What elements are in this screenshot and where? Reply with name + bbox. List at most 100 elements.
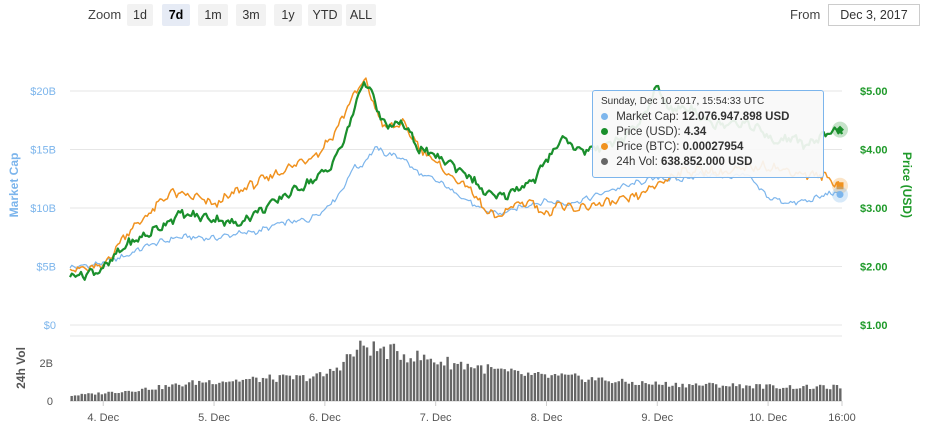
volume-bar xyxy=(674,382,678,401)
time-tick-label: 4. Dec xyxy=(87,412,119,424)
volume-bar xyxy=(577,375,580,401)
price-axis: $1.00 $2.00 $3.00 $4.00 $5.00 xyxy=(860,86,888,332)
price-btc-marker xyxy=(836,182,844,190)
volume-bar xyxy=(473,368,476,401)
volume-bar xyxy=(667,386,671,401)
tooltip-row-price-btc: Price (BTC): 0.00027954 xyxy=(601,140,815,155)
volume-bar xyxy=(322,376,325,401)
volume-bar xyxy=(708,382,711,401)
market-cap-dot-icon xyxy=(601,113,608,120)
volume-bar xyxy=(402,354,406,401)
volume-bar xyxy=(110,391,114,401)
volume-bar xyxy=(500,368,503,401)
volume-bar xyxy=(278,375,281,401)
tooltip-label: 24h Vol: xyxy=(616,156,658,168)
volume-bar xyxy=(302,375,305,401)
volume-bar xyxy=(808,389,812,401)
volume-bar xyxy=(735,386,738,401)
volume-bar xyxy=(171,384,174,401)
volume-bar xyxy=(503,369,506,401)
volume-bar xyxy=(782,387,785,401)
tooltip-row-market-cap: Market Cap: 12.076.947.898 USD xyxy=(601,110,815,125)
volume-bar xyxy=(308,378,312,401)
volume-bar xyxy=(271,379,275,401)
time-tick-label: 9. Dec xyxy=(641,412,673,424)
volume-bar xyxy=(335,367,339,401)
volume-bar xyxy=(570,374,573,401)
volume-bar xyxy=(107,391,110,401)
from-date-input[interactable]: Dec 3, 2017 xyxy=(828,4,920,26)
zoom-1d-button[interactable]: 1d xyxy=(127,4,153,26)
volume-bar xyxy=(718,387,721,401)
volume-bars xyxy=(70,340,842,401)
volume-bar xyxy=(563,374,567,401)
tooltip-date: Sunday, Dec 10 2017, 15:54:33 UTC xyxy=(601,96,765,107)
volume-bar xyxy=(523,375,527,401)
volume-bar xyxy=(694,383,698,401)
volume-bar xyxy=(245,379,248,401)
zoom-1y-button[interactable]: 1y xyxy=(274,4,302,26)
volume-bar xyxy=(372,341,375,401)
market-cap-tick-label: $20B xyxy=(30,86,56,98)
volume-bar xyxy=(516,370,520,401)
volume-bar xyxy=(661,384,664,401)
volume-bar xyxy=(573,373,577,401)
volume-bar xyxy=(211,384,214,401)
volume-bar xyxy=(456,363,459,401)
volume-bar xyxy=(238,381,241,401)
volume-bar xyxy=(533,372,537,401)
volume-bar xyxy=(802,386,805,401)
volume-bar xyxy=(775,388,778,401)
volume-bar xyxy=(701,385,704,401)
volume-bar xyxy=(419,360,422,401)
volume-bar xyxy=(184,384,187,401)
volume-bar xyxy=(385,359,389,401)
volume-bar xyxy=(436,364,439,401)
price-tick-label: $2.00 xyxy=(860,262,888,274)
volume-bar xyxy=(614,382,617,401)
market-cap-axis: $0 $5B $10B $15B $20B xyxy=(30,86,56,332)
volume-bar xyxy=(765,384,768,401)
volume-bar xyxy=(70,395,73,401)
volume-bar xyxy=(130,391,134,401)
zoom-all-button[interactable]: ALL xyxy=(346,4,376,26)
volume-bar xyxy=(805,384,808,401)
zoom-ytd-button[interactable]: YTD xyxy=(308,4,342,26)
volume-bar xyxy=(275,381,278,401)
volume-bar xyxy=(634,384,637,401)
zoom-3m-button[interactable]: 3m xyxy=(236,4,266,26)
volume-bar xyxy=(822,385,825,401)
volume-bar xyxy=(345,354,349,401)
volume-bar xyxy=(771,385,775,401)
volume-bar xyxy=(312,376,315,401)
zoom-7d-button[interactable]: 7d xyxy=(162,4,190,26)
volume-bar xyxy=(812,388,815,401)
volume-bar xyxy=(167,386,171,401)
volume-bar xyxy=(342,361,345,401)
volume-bar xyxy=(369,355,372,401)
volume-bar xyxy=(258,382,261,401)
volume-bar xyxy=(117,393,120,401)
volume-bar xyxy=(711,383,714,401)
volume-bar xyxy=(597,377,600,401)
volume-bar xyxy=(426,359,429,401)
volume-bar xyxy=(181,386,184,401)
volume-bar xyxy=(251,376,255,401)
volume-bar xyxy=(530,374,533,401)
time-tick-label: 5. Dec xyxy=(198,412,230,424)
volume-bar xyxy=(409,358,412,401)
zoom-label: Zoom xyxy=(88,7,122,22)
volume-bar xyxy=(510,368,513,401)
volume-bar xyxy=(261,377,265,401)
volume-bar xyxy=(255,377,258,401)
tooltip-label: Market Cap: xyxy=(616,111,679,123)
volume-bar xyxy=(755,384,758,401)
tooltip-row-volume: 24h Vol: 638.852.000 USD xyxy=(601,155,815,170)
volume-bar xyxy=(469,367,473,401)
zoom-1m-button[interactable]: 1m xyxy=(198,4,228,26)
volume-bar xyxy=(768,384,772,401)
volume-bar xyxy=(671,385,674,401)
volume-bar xyxy=(537,372,540,401)
volume-bar xyxy=(174,383,177,401)
